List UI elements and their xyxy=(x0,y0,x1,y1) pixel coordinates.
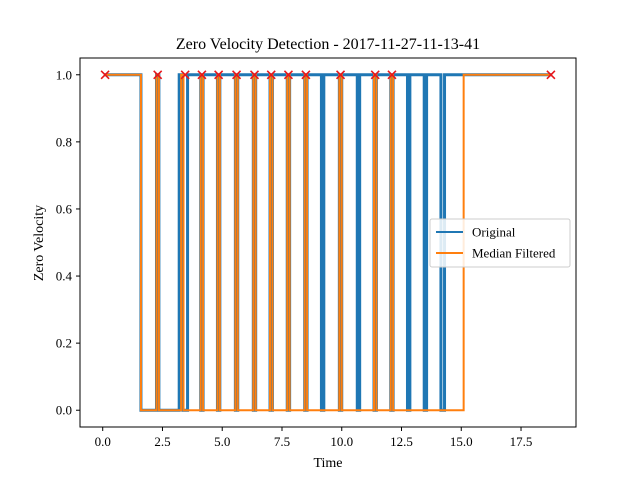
marker-x xyxy=(335,70,346,80)
x-tick-label: 5.0 xyxy=(214,434,230,449)
marker-x xyxy=(180,70,190,80)
legend-label: Median Filtered xyxy=(472,246,556,261)
marker-x xyxy=(153,70,163,80)
marker-x xyxy=(387,70,397,80)
y-tick-label: 0.2 xyxy=(56,336,72,351)
x-tick-label: 15.0 xyxy=(450,434,473,449)
marker-x xyxy=(214,70,224,80)
chart-title: Zero Velocity Detection - 2017-11-27-11-… xyxy=(176,36,480,53)
y-tick-label: 0.0 xyxy=(56,403,72,418)
y-axis-label: Zero Velocity xyxy=(32,205,47,281)
y-tick-label: 0.6 xyxy=(56,201,73,216)
legend-label: Original xyxy=(472,225,516,240)
y-tick-label: 0.8 xyxy=(56,134,72,149)
marker-x xyxy=(546,70,556,80)
x-tick-label: 2.5 xyxy=(154,434,170,449)
marker-x xyxy=(301,70,311,80)
marker-x xyxy=(266,70,276,80)
y-tick-label: 0.4 xyxy=(56,269,73,284)
marker-x xyxy=(232,70,242,80)
legend-box xyxy=(429,218,571,268)
legend: Original Median Filtered xyxy=(429,218,571,268)
y-tick-label: 1.0 xyxy=(56,67,72,82)
marker-x xyxy=(370,70,380,80)
x-axis: 0.0 2.5 5.0 7.5 10.0 12.5 15.0 17.5 xyxy=(95,427,533,449)
x-tick-label: 17.5 xyxy=(510,434,533,449)
y-axis: 0.0 0.2 0.4 0.6 0.8 1.0 xyxy=(56,67,80,418)
x-tick-label: 7.5 xyxy=(274,434,290,449)
x-axis-label: Time xyxy=(313,456,342,471)
marker-x xyxy=(197,70,207,80)
plot-frame xyxy=(79,57,577,428)
x-tick-label: 0.0 xyxy=(95,434,111,449)
marker-x xyxy=(100,70,110,80)
x-tick-label: 12.5 xyxy=(390,434,413,449)
x-tick-label: 10.0 xyxy=(330,434,353,449)
marker-x xyxy=(283,70,294,80)
marker-x xyxy=(249,70,260,80)
